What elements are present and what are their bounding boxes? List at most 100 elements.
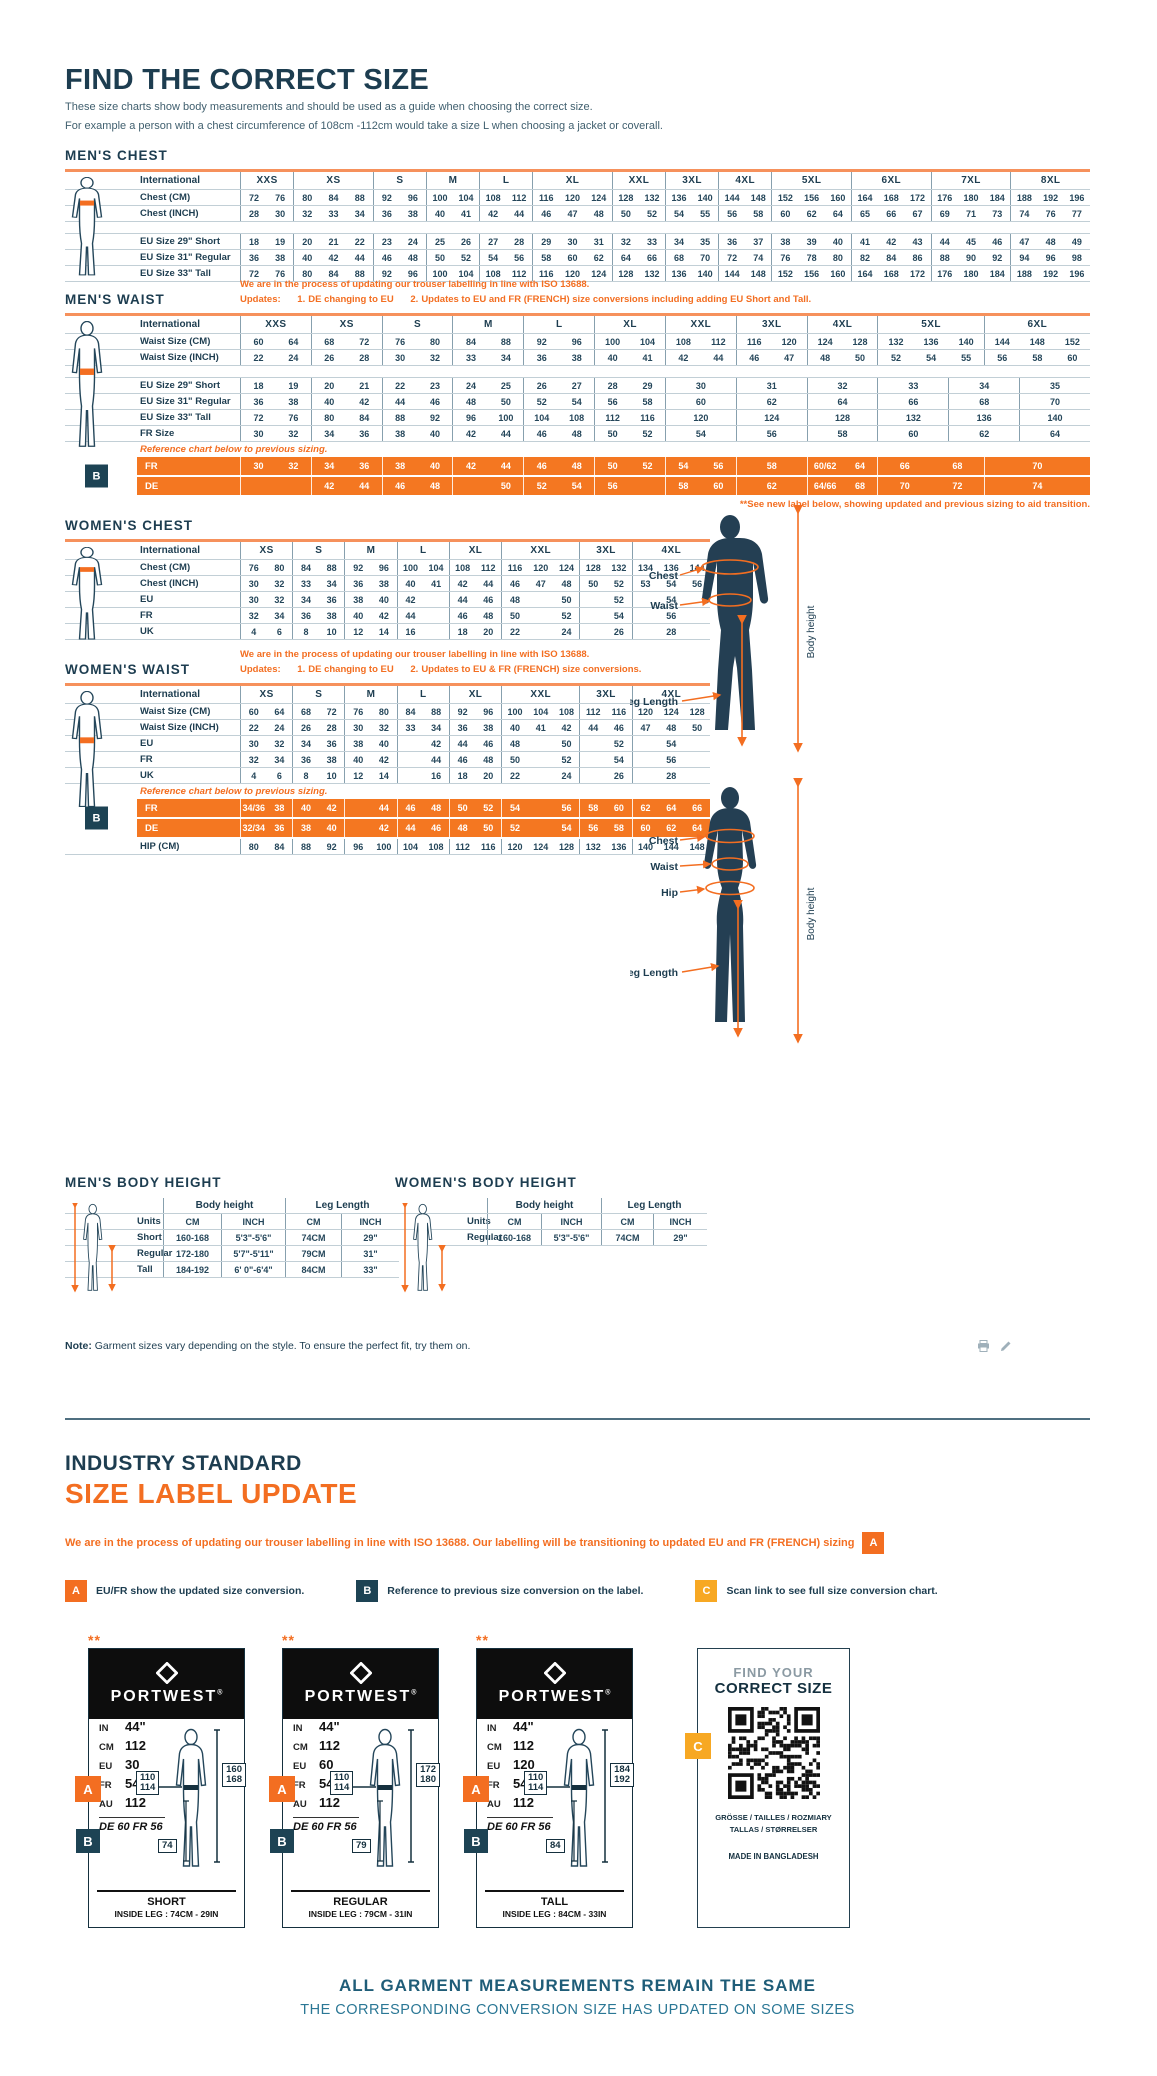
size-value: 50 [607,461,618,472]
size-label-card-tall: ** PORTWEST® IN 44" CM 112 EU 120 FR 54 AU 112 DE 60… [463,1632,634,1928]
printer-icon[interactable] [977,1340,990,1352]
size-value: 22 [509,770,520,781]
badge-b: B [356,1580,379,1602]
size-system-value: 112 [125,1738,146,1753]
size-cell: 62 [735,477,807,496]
size-cell: 128 132 [579,560,631,575]
size-value: 104 [534,412,550,423]
size-value: 42 [378,823,389,834]
row-label: Chest (CM) [140,562,191,573]
column-header-8xl: 8XL [1010,172,1090,189]
label-cards-row: ** PORTWEST® IN 44" CM 112 EU 30 FR 54 AU 112 DE 60 … [65,1632,1090,1928]
size-cell: 40 41 42 [501,720,579,736]
size-cell: 34 35 [665,234,718,249]
size-cell: 24 25 [452,378,523,394]
size-value: 144 [663,841,679,852]
size-value: 152 [1064,336,1080,347]
size-value: 28 [666,626,677,637]
size-cell: 92 96 [372,266,426,281]
size-value: 62 [593,252,604,263]
size-value: 44 [395,396,406,407]
size-value: 10 [326,770,337,781]
size-value: 55 [700,208,711,219]
size-row-au: AU 112 [283,1795,438,1814]
size-value: 124 [559,562,575,573]
row-label: EU Size 29" Short [140,236,220,247]
size-cell: 32 [806,378,878,394]
asterisks-mark: ** [88,1632,101,1648]
female-head [721,787,739,809]
portwest-diamond-icon [349,1662,372,1684]
size-value: 54 [509,803,520,814]
size-cell: 30 32 [240,457,311,476]
table-row: FR 32 34 36 38 40 42 44 46 48 50 52 54 56 [65,752,710,769]
hip-label: Hip [661,887,678,899]
size-cell: 54 56 [664,457,736,476]
height-measure-box: 172 180 [416,1763,440,1787]
size-value: 96 [1045,252,1056,263]
size-cell: 47 48 50 [631,720,710,736]
size-value: 22 [354,236,365,247]
size-value: 36 [249,252,260,263]
size-value: 71 [965,208,976,219]
size-value: 42 [378,610,389,621]
size-cell: 54 [664,426,736,442]
size-value: 33 [328,208,339,219]
size-system-label: FR [99,1780,112,1791]
unit-header: INCH [221,1214,285,1229]
share-icon[interactable] [1000,1340,1012,1352]
size-cell: 20 21 [310,378,382,394]
size-cell: 68 [948,394,1019,410]
waist-label: Waist [650,600,678,612]
size-value: 40 [301,803,312,814]
size-value: 68 [301,706,312,717]
size-cell: 88 92 [381,410,453,426]
size-value: 48 [509,594,520,605]
row-label: FR [140,754,153,766]
size-cell: 54 [631,736,710,752]
size-value: 25 [434,236,445,247]
size-cell: 36 38 [344,576,396,591]
size-value: 100 [376,841,392,852]
size-cell: 46 47 [735,350,807,366]
size-cell: 42 [396,736,449,752]
size-row-cm: CM 112 [283,1738,438,1757]
label-body: IN 44" CM 112 EU 30 FR 54 AU 112 DE 60 FR 56 110 114… [89,1719,246,1925]
size-value: 34 [301,594,312,605]
group-leg-length: Leg Length [601,1198,707,1213]
size-value: 104 [402,841,418,852]
size-value: 50 [500,396,511,407]
waist-arrow [679,860,712,869]
size-value: 34 [301,738,312,749]
column-header-xs: XS [293,172,373,189]
size-cell: 108 112 [448,560,501,575]
size-value: 38 [326,610,337,621]
size-value: 54 [571,481,582,492]
size-cell: 38 40 [344,592,396,607]
bh-group-row: Body height Leg Length [65,1198,399,1214]
size-cell: 42 [396,592,449,607]
size-value: 32 [248,754,259,765]
size-value: 116 [539,268,554,279]
note-prefix: Note: [65,1340,92,1352]
size-cell: 65 66 67 [850,206,931,221]
size-value: 124 [591,192,607,203]
row-label: EU [140,738,154,750]
size-value: 42 [886,236,897,247]
size-value: 29 [642,380,653,391]
size-value: 56 [607,396,618,407]
table-header-label: International [140,689,201,701]
mens-body-height-table: Body height Leg Length Units CM INCH CM INCH Sh… [65,1198,399,1293]
size-value: 42 [326,803,337,814]
inseam-value: 74 [162,1840,173,1851]
table-row: EU Size 33" Tall 72 76 80 84 88 92 96 100 104 108 1… [65,410,1090,427]
size-value: 70 [899,481,910,492]
table-row: EU 30 32 34 36 38 40 42 44 46 48 50 52 54 [65,592,710,608]
size-system-label: CM [487,1742,502,1753]
size-cell: 34/36 38 [240,799,292,818]
size-cell: 124 128 [806,334,878,350]
registered-mark: ® [605,1689,611,1697]
table-header-row: International XS S M L XL XXL 3XL 4XL [65,686,710,705]
size-value: 88 [326,562,337,573]
size-value: 36 [381,208,392,219]
